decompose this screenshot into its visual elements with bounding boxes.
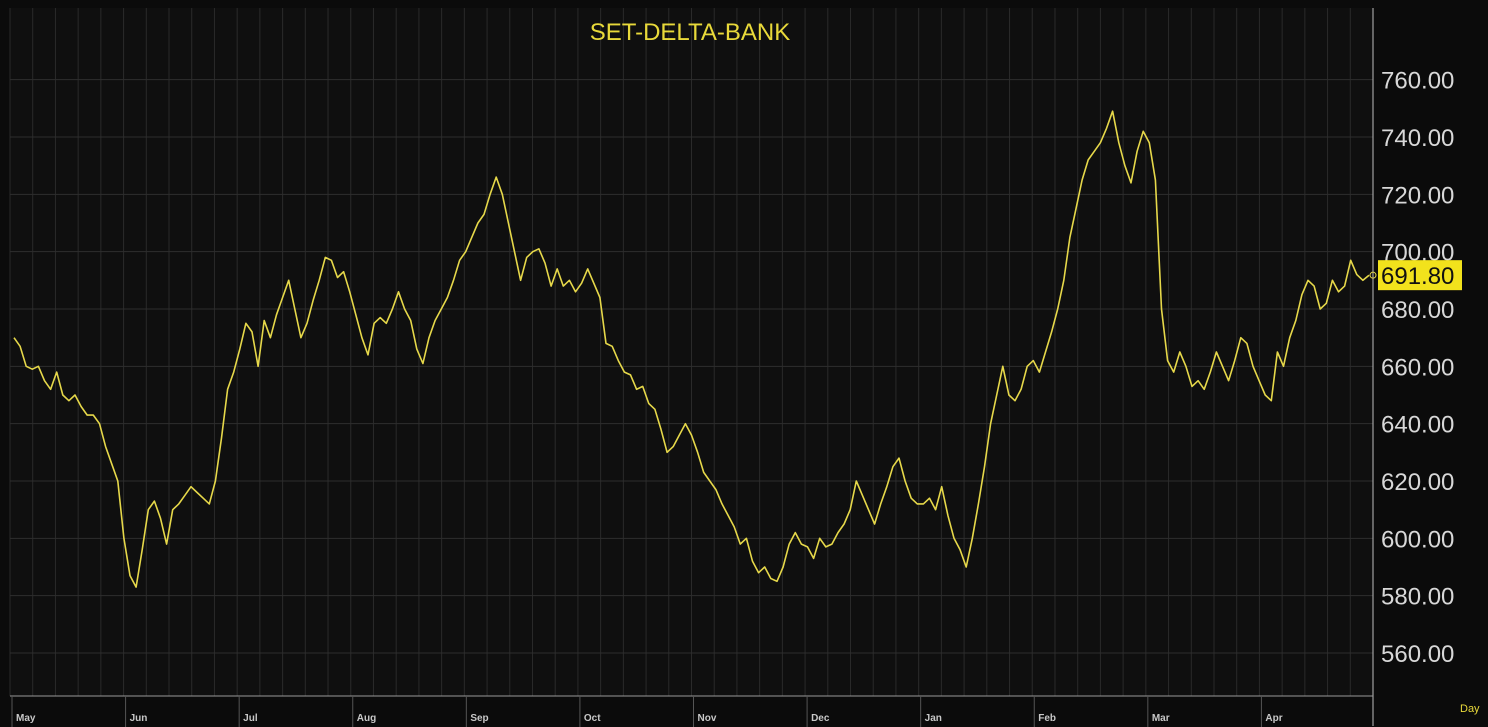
x-tick-label: Dec — [811, 713, 830, 724]
x-tick-label: Jan — [925, 713, 942, 724]
x-tick-label: May — [16, 713, 36, 724]
x-tick-label: Apr — [1265, 713, 1282, 724]
y-tick-label: 660.00 — [1381, 354, 1454, 381]
y-tick-label: 640.00 — [1381, 412, 1454, 439]
grid-layer — [9, 8, 1374, 696]
y-tick-label: 600.00 — [1381, 526, 1454, 553]
y-tick-label: 560.00 — [1381, 641, 1454, 668]
y-tick-label: 680.00 — [1381, 297, 1454, 324]
last-value-marker — [1369, 271, 1377, 279]
chart-title: SET-DELTA-BANK — [590, 19, 790, 46]
y-tick-label: 720.00 — [1381, 182, 1454, 209]
y-tick-label: 580.00 — [1381, 584, 1454, 611]
x-tick-label: Oct — [584, 713, 601, 724]
y-tick-label: 620.00 — [1381, 469, 1454, 496]
axis-layer: 760.00740.00720.00700.00680.00660.00640.… — [10, 8, 1454, 727]
x-tick-label: Sep — [470, 713, 488, 724]
line-layer — [13, 110, 1370, 588]
y-tick-label: 740.00 — [1381, 125, 1454, 152]
last-value-box — [1378, 260, 1462, 291]
x-tick-label: Jun — [130, 713, 148, 724]
frequency-label[interactable]: Day — [1460, 703, 1480, 715]
x-tick-label: Mar — [1152, 713, 1170, 724]
x-tick-label: Jul — [243, 713, 258, 724]
series-line — [13, 110, 1370, 588]
y-tick-label: 760.00 — [1381, 68, 1454, 95]
x-tick-label: Nov — [698, 713, 717, 724]
last-value-text: 691.80 — [1381, 263, 1454, 290]
x-tick-label: Feb — [1038, 713, 1056, 724]
last-value-tag: 691.80 — [1369, 260, 1462, 291]
x-tick-label: Aug — [357, 713, 376, 724]
